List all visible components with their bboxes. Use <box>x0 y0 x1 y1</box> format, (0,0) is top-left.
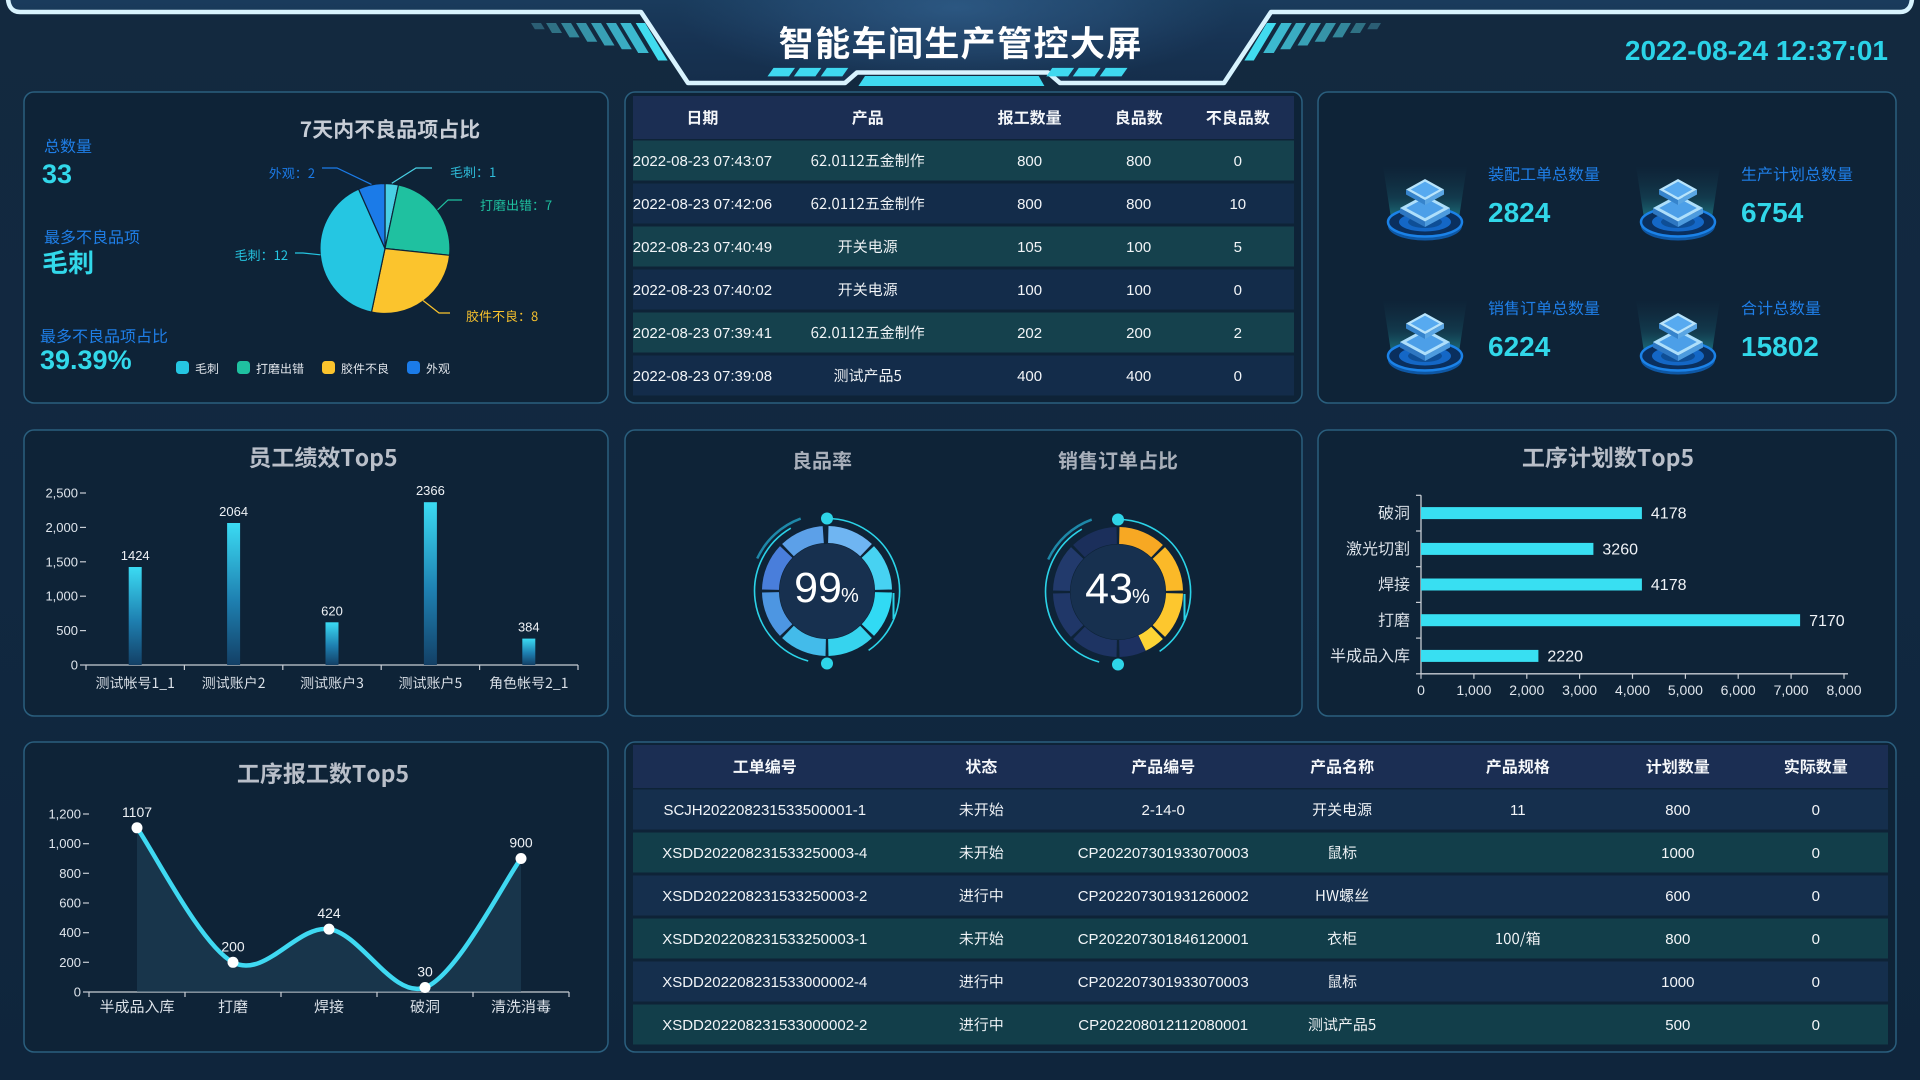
svg-text:0: 0 <box>1234 368 1242 385</box>
svg-text:15802: 15802 <box>1741 331 1819 362</box>
svg-text:500: 500 <box>56 623 78 638</box>
svg-text:202: 202 <box>1017 325 1042 342</box>
svg-text:2,000: 2,000 <box>1509 682 1544 698</box>
svg-text:0: 0 <box>1812 1017 1820 1034</box>
svg-text:100: 100 <box>1017 282 1042 299</box>
svg-text:2022-08-23 07:40:02: 2022-08-23 07:40:02 <box>633 282 772 299</box>
svg-text:2366: 2366 <box>416 483 445 498</box>
svg-text:33: 33 <box>42 159 72 189</box>
svg-text:0: 0 <box>1812 888 1820 905</box>
svg-text:200: 200 <box>1126 325 1151 342</box>
svg-text:6,000: 6,000 <box>1721 682 1756 698</box>
svg-text:100: 100 <box>1126 282 1151 299</box>
svg-text:6754: 6754 <box>1741 197 1804 228</box>
svg-text:1,000: 1,000 <box>45 589 78 604</box>
svg-text:1424: 1424 <box>121 548 150 563</box>
svg-text:100: 100 <box>1126 239 1151 256</box>
svg-text:800: 800 <box>1126 153 1151 170</box>
svg-text:600: 600 <box>1665 888 1690 905</box>
svg-text:0: 0 <box>1812 931 1820 948</box>
svg-text:30: 30 <box>417 964 433 980</box>
svg-text:7170: 7170 <box>1809 613 1845 630</box>
svg-text:1,200: 1,200 <box>48 807 81 822</box>
svg-text:800: 800 <box>59 866 81 881</box>
svg-text:2064: 2064 <box>219 504 248 519</box>
svg-text:800: 800 <box>1665 802 1690 819</box>
svg-text:400: 400 <box>1017 368 1042 385</box>
svg-text:%: % <box>841 585 859 607</box>
svg-text:2022-08-23 07:39:08: 2022-08-23 07:39:08 <box>633 368 772 385</box>
svg-text:620: 620 <box>321 603 343 618</box>
svg-text:900: 900 <box>509 835 533 851</box>
svg-text:800: 800 <box>1665 931 1690 948</box>
svg-text:2220: 2220 <box>1547 648 1583 665</box>
svg-text:%: % <box>1132 586 1150 608</box>
svg-text:400: 400 <box>1126 368 1151 385</box>
svg-text:200: 200 <box>59 955 81 970</box>
svg-text:2022-08-23 07:42:06: 2022-08-23 07:42:06 <box>633 196 772 213</box>
svg-text:39.39%: 39.39% <box>40 345 132 375</box>
svg-text:500: 500 <box>1665 1017 1690 1034</box>
svg-text:2022-08-23 07:39:41: 2022-08-23 07:39:41 <box>633 325 772 342</box>
svg-text:1,000: 1,000 <box>1456 682 1491 698</box>
svg-text:0: 0 <box>71 658 78 673</box>
svg-text:XSDD202208231533250003-2: XSDD202208231533250003-2 <box>662 888 867 905</box>
svg-text:3,000: 3,000 <box>1562 682 1597 698</box>
svg-text:7,000: 7,000 <box>1774 682 1809 698</box>
svg-text:2: 2 <box>1234 325 1242 342</box>
svg-text:43: 43 <box>1085 565 1133 613</box>
svg-text:0: 0 <box>1812 802 1820 819</box>
svg-text:0: 0 <box>1234 153 1242 170</box>
svg-text:400: 400 <box>59 925 81 940</box>
svg-text:0: 0 <box>74 985 81 1000</box>
svg-text:800: 800 <box>1017 196 1042 213</box>
svg-text:5: 5 <box>1234 239 1242 256</box>
svg-text:2824: 2824 <box>1488 197 1551 228</box>
svg-text:10: 10 <box>1229 196 1246 213</box>
svg-text:384: 384 <box>518 620 540 635</box>
svg-text:800: 800 <box>1126 196 1151 213</box>
svg-text:0: 0 <box>1812 845 1820 862</box>
svg-text:0: 0 <box>1417 682 1425 698</box>
svg-text:424: 424 <box>317 905 341 921</box>
svg-text:2-14-0: 2-14-0 <box>1142 802 1185 819</box>
svg-text:1,500: 1,500 <box>45 554 78 569</box>
svg-text:2,500: 2,500 <box>45 486 78 501</box>
svg-text:CP202208012112080001: CP202208012112080001 <box>1078 1017 1248 1034</box>
svg-text:XSDD202208231533000002-2: XSDD202208231533000002-2 <box>662 1017 867 1034</box>
svg-text:5,000: 5,000 <box>1668 682 1703 698</box>
svg-text:99: 99 <box>794 564 842 612</box>
svg-text:2022-08-23 07:40:49: 2022-08-23 07:40:49 <box>633 239 772 256</box>
svg-text:1107: 1107 <box>122 804 152 820</box>
svg-text:11: 11 <box>1510 802 1526 819</box>
svg-text:2022-08-23 07:43:07: 2022-08-23 07:43:07 <box>633 153 772 170</box>
svg-text:3260: 3260 <box>1602 541 1638 558</box>
svg-text:1000: 1000 <box>1661 974 1694 991</box>
svg-text:600: 600 <box>59 896 81 911</box>
svg-text:2022-08-24 12:37:01: 2022-08-24 12:37:01 <box>1625 35 1888 66</box>
svg-text:8,000: 8,000 <box>1826 682 1861 698</box>
svg-text:4178: 4178 <box>1651 577 1687 594</box>
svg-text:XSDD202208231533250003-1: XSDD202208231533250003-1 <box>662 931 867 948</box>
svg-text:SCJH202208231533500001-1: SCJH202208231533500001-1 <box>663 802 866 819</box>
svg-text:1000: 1000 <box>1661 845 1694 862</box>
svg-text:6224: 6224 <box>1488 331 1551 362</box>
svg-text:800: 800 <box>1017 153 1042 170</box>
svg-text:XSDD202208231533250003-4: XSDD202208231533250003-4 <box>662 845 867 862</box>
svg-text:CP202207301933070003: CP202207301933070003 <box>1078 845 1249 862</box>
svg-text:2,000: 2,000 <box>45 520 78 535</box>
svg-text:1,000: 1,000 <box>48 836 81 851</box>
svg-text:200: 200 <box>221 938 245 954</box>
svg-text:CP202207301933070003: CP202207301933070003 <box>1078 974 1249 991</box>
svg-text:4178: 4178 <box>1651 506 1687 523</box>
svg-text:0: 0 <box>1234 282 1242 299</box>
svg-text:CP202207301931260002: CP202207301931260002 <box>1078 888 1249 905</box>
svg-text:0: 0 <box>1812 974 1820 991</box>
svg-text:XSDD202208231533000002-4: XSDD202208231533000002-4 <box>662 974 867 991</box>
svg-text:CP202207301846120001: CP202207301846120001 <box>1078 931 1249 948</box>
svg-text:105: 105 <box>1017 239 1042 256</box>
svg-text:4,000: 4,000 <box>1615 682 1650 698</box>
